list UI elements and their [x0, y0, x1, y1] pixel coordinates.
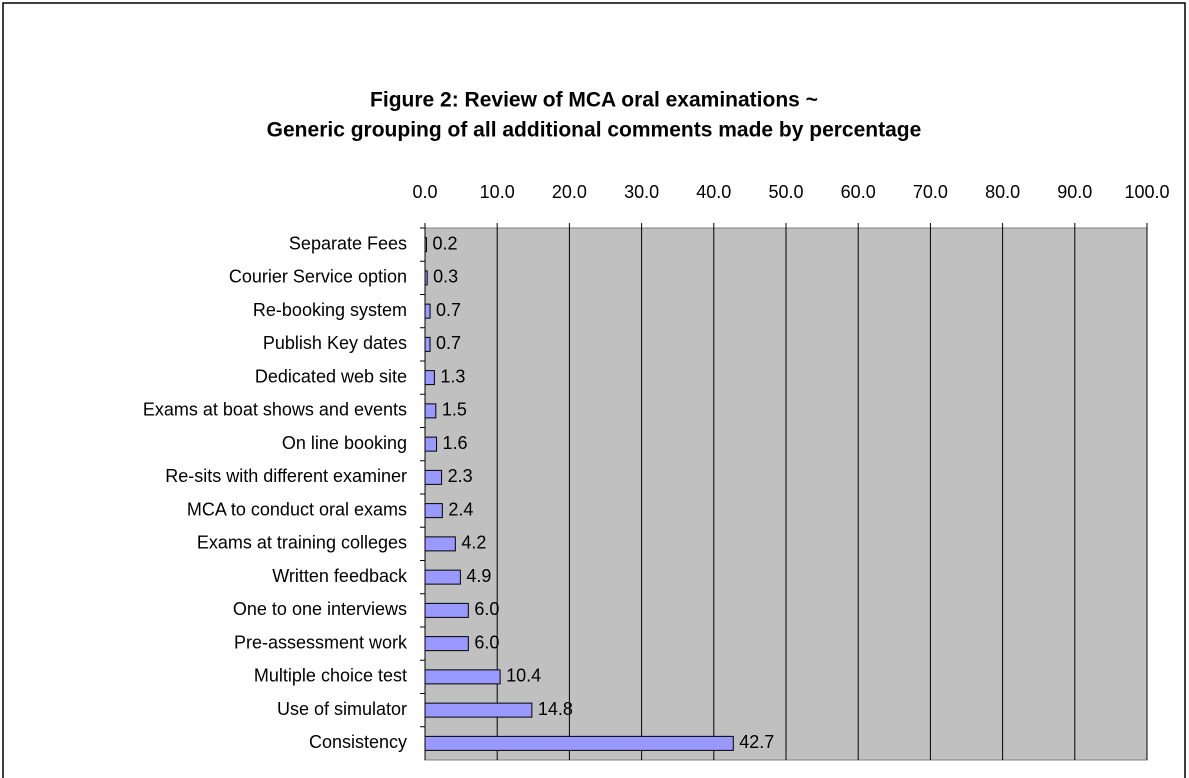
chart-title: Generic grouping of all additional comme… [267, 119, 922, 142]
data-label: 4.9 [466, 566, 491, 586]
data-label: 0.7 [436, 333, 461, 353]
x-tick-label: 0.0 [412, 182, 437, 202]
bar [424, 469, 443, 485]
bar [424, 735, 734, 751]
bar [424, 436, 438, 452]
y-tick-label: Multiple choice test [254, 666, 407, 686]
y-tick-label: MCA to conduct oral exams [187, 499, 407, 519]
bar [424, 536, 456, 552]
data-label: 4.2 [461, 533, 486, 553]
bar [424, 237, 427, 253]
x-tick-label: 50.0 [768, 182, 803, 202]
data-label: 0.2 [432, 233, 457, 253]
data-label: 42.7 [739, 732, 774, 752]
data-label: 14.8 [538, 699, 573, 719]
bar [424, 403, 437, 419]
y-tick-label: Publish Key dates [263, 333, 407, 353]
x-tick-label: 80.0 [985, 182, 1020, 202]
x-tick-label: 60.0 [841, 182, 876, 202]
bar [424, 370, 435, 386]
y-tick-label: Pre-assessment work [234, 632, 408, 652]
bar [424, 669, 501, 685]
x-tick-label: 40.0 [696, 182, 731, 202]
x-tick-label: 100.0 [1124, 182, 1169, 202]
data-label: 2.3 [448, 466, 473, 486]
y-tick-label: Separate Fees [289, 233, 407, 253]
y-tick-label: Re-sits with different examiner [165, 466, 407, 486]
y-tick-label: Re-booking system [253, 300, 407, 320]
x-tick-label: 90.0 [1057, 182, 1092, 202]
bar [424, 336, 431, 352]
y-tick-label: Exams at boat shows and events [143, 400, 407, 420]
data-label: 1.6 [443, 433, 468, 453]
y-tick-label: Consistency [309, 732, 407, 752]
x-tick-label: 30.0 [624, 182, 659, 202]
y-tick-label: On line booking [282, 433, 407, 453]
bar [424, 702, 533, 718]
bar [424, 602, 469, 618]
y-tick-label: One to one interviews [233, 599, 407, 619]
data-label: 10.4 [506, 666, 541, 686]
data-label: 1.3 [440, 366, 465, 386]
data-label: 1.5 [442, 400, 467, 420]
data-label: 6.0 [474, 599, 499, 619]
y-tick-label: Dedicated web site [255, 366, 407, 386]
y-tick-label: Exams at training colleges [197, 533, 407, 553]
data-label: 0.7 [436, 300, 461, 320]
bar [424, 569, 461, 585]
data-label: 2.4 [448, 499, 473, 519]
x-tick-label: 10.0 [480, 182, 515, 202]
y-tick-label: Courier Service option [229, 267, 407, 287]
bar [424, 270, 428, 286]
data-label: 0.3 [433, 267, 458, 287]
bar [424, 636, 469, 652]
x-tick-label: 70.0 [913, 182, 948, 202]
x-tick-label: 20.0 [552, 182, 587, 202]
chart-title: Figure 2: Review of MCA oral examination… [370, 89, 818, 112]
data-label: 6.0 [474, 632, 499, 652]
y-tick-label: Written feedback [272, 566, 408, 586]
bar [424, 503, 443, 519]
bar [424, 303, 431, 319]
y-tick-label: Use of simulator [277, 699, 407, 719]
